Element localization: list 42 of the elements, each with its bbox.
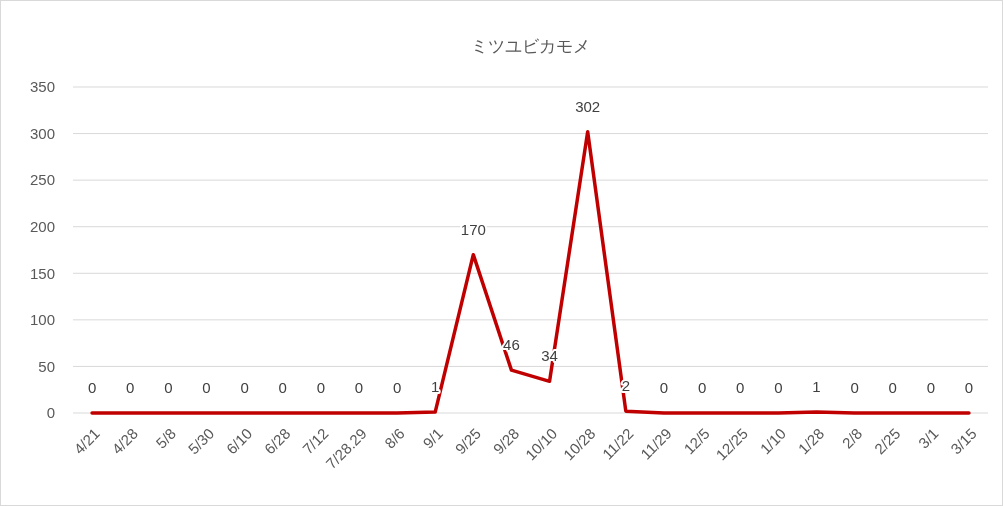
data-label: 0 (736, 379, 745, 396)
y-tick-label: 200 (29, 217, 55, 235)
data-label: 302 (575, 97, 601, 115)
x-tick-label: 9/1 (419, 424, 447, 452)
data-label: 1 (431, 378, 440, 396)
x-tick-label: 5/8 (152, 424, 180, 452)
data-label: 0 (888, 379, 897, 396)
y-tick-label: 100 (29, 311, 55, 329)
y-tick-label: 300 (29, 124, 55, 142)
y-tick-label: 0 (46, 404, 55, 422)
x-tick-label: 3/1 (914, 424, 942, 452)
data-label: 0 (240, 379, 249, 396)
data-label: 0 (392, 379, 402, 396)
data-label: 0 (659, 379, 669, 396)
x-tick-label: 6/28 (260, 424, 294, 458)
line-series (90, 129, 971, 415)
data-label: 1 (812, 378, 821, 396)
data-label: 0 (126, 379, 135, 396)
data-label: 0 (316, 379, 325, 396)
data-label: 0 (278, 379, 287, 396)
data-label: 0 (964, 379, 974, 396)
y-tick-label: 250 (29, 171, 55, 189)
data-label: 0 (354, 379, 364, 396)
data-label: 0 (202, 379, 211, 396)
y-tick-label: 50 (38, 357, 55, 375)
chart-title: ミツユビカモメ (471, 37, 590, 56)
x-tick-label: 6/10 (222, 424, 256, 458)
data-label: 0 (926, 379, 935, 396)
x-tick-label: 5/30 (184, 424, 218, 458)
x-tick-label: 4/21 (70, 424, 103, 458)
x-tick-label: 9/28 (489, 424, 523, 458)
data-label: 0 (87, 379, 97, 396)
x-tick-label: 2/8 (838, 424, 866, 452)
x-tick-label: 4/28 (108, 424, 142, 458)
data-label: 0 (850, 379, 859, 396)
y-tick-label: 350 (29, 78, 55, 96)
data-label: 170 (460, 220, 486, 238)
data-label: 0 (164, 379, 173, 396)
data-label: 0 (774, 379, 783, 396)
x-tick-label: 8/6 (381, 424, 408, 452)
data-label: 0 (697, 379, 707, 396)
y-tick-label: 150 (29, 264, 55, 282)
